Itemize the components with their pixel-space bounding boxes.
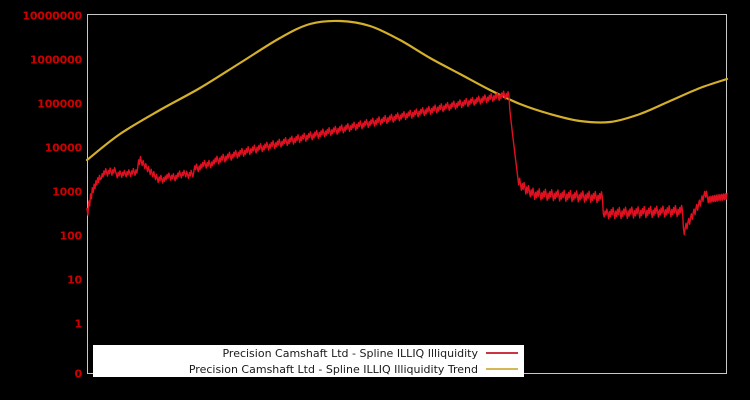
y-tick-label: 1 bbox=[74, 317, 83, 331]
y-tick-label: 100000 bbox=[37, 97, 82, 111]
legend-label-trend: Precision Camshaft Ltd - Spline ILLIQ Il… bbox=[188, 362, 478, 376]
y-tick-label: 100 bbox=[59, 229, 83, 243]
series-line-trend bbox=[85, 19, 729, 162]
legend-entry-trend[interactable]: Precision Camshaft Ltd - Spline ILLIQ Il… bbox=[93, 361, 524, 377]
y-tick-label: 0 bbox=[74, 367, 83, 381]
y-axis-tick-labels: 10000000 1000000 100000 10000 1000 100 10 1 0 bbox=[0, 0, 82, 400]
legend-entry-illiquidity[interactable]: Precision Camshaft Ltd - Spline ILLIQ Il… bbox=[93, 345, 524, 361]
legend-swatch-trend bbox=[486, 368, 518, 370]
y-tick-label: 1000000 bbox=[29, 53, 82, 67]
legend-swatch-illiquidity bbox=[486, 352, 518, 354]
chart-legend[interactable]: Precision Camshaft Ltd - Spline ILLIQ Il… bbox=[93, 345, 524, 377]
legend-label-illiquidity: Precision Camshaft Ltd - Spline ILLIQ Il… bbox=[222, 346, 478, 360]
y-tick-label: 10000000 bbox=[22, 9, 82, 23]
y-tick-label: 10 bbox=[67, 273, 82, 287]
y-tick-label: 10000 bbox=[44, 141, 82, 155]
y-tick-label: 1000 bbox=[52, 185, 82, 199]
series-line-illiquidity bbox=[86, 90, 728, 236]
